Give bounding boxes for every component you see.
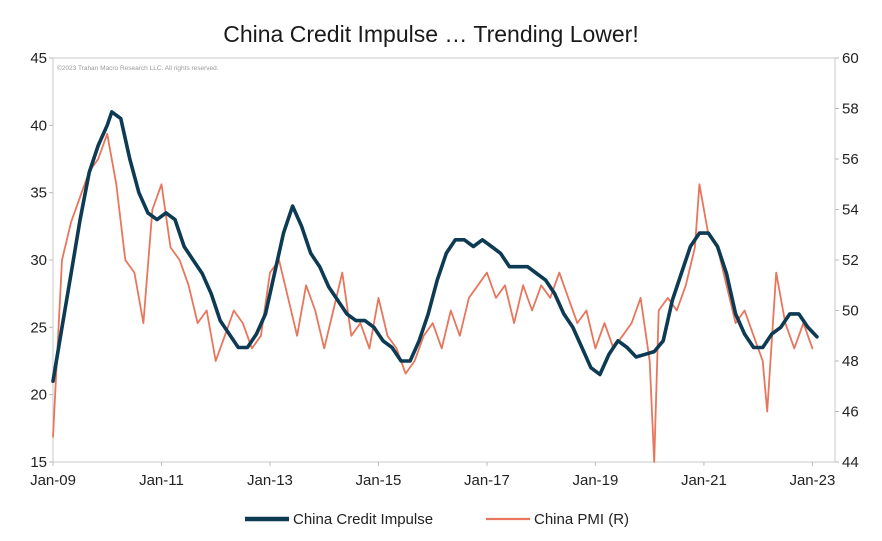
chart-title: China Credit Impulse … Trending Lower!	[223, 21, 638, 47]
copyright-notice: ©2023 Trahan Macro Research LLC. All rig…	[57, 64, 219, 72]
series-line-pmi	[52, 132, 814, 463]
x-axis-tick-label: Jan-19	[572, 472, 618, 489]
x-axis-tick-label: Jan-17	[464, 472, 510, 489]
left-axis-tick-label: 40	[30, 117, 47, 134]
x-axis-tick-label: Jan-15	[356, 472, 402, 489]
left-axis-tick-label: 20	[30, 387, 47, 404]
left-axis-tick-label: 25	[30, 319, 47, 336]
right-axis-tick-label: 58	[842, 101, 859, 118]
legend: China Credit Impulse China PMI (R)	[245, 511, 629, 528]
left-axis-tick-label: 35	[30, 185, 47, 202]
x-axis-tick-label: Jan-11	[139, 472, 184, 489]
legend-label-pmi: China PMI (R)	[534, 511, 629, 528]
legend-label-credit-impulse: China Credit Impulse	[293, 511, 433, 528]
right-axis-tick-label: 50	[842, 303, 859, 320]
x-axis-ticks: Jan-09 Jan-11 Jan-13 Jan-15 Jan-17 Jan-19 Jan-…	[30, 462, 835, 489]
right-axis-tick-label: 60	[842, 50, 859, 67]
right-axis-tick-label: 56	[842, 151, 859, 168]
series-line-credit-impulse	[51, 110, 819, 384]
right-axis-tick-label: 54	[842, 202, 859, 219]
right-axis-tick-label: 48	[842, 353, 859, 370]
x-axis-tick-label: Jan-23	[789, 472, 835, 489]
series-lines	[51, 110, 819, 463]
left-axis-tick-label: 15	[30, 454, 47, 471]
right-axis-ticks: 44 46 48 50 52 54 56 58 60	[835, 50, 859, 471]
right-axis-tick-label: 44	[842, 454, 859, 471]
x-axis-tick-label: Jan-13	[247, 472, 293, 489]
x-axis-tick-label: Jan-21	[681, 472, 727, 489]
left-axis-ticks: 15 20 25 30 35 40 45	[30, 50, 53, 471]
x-axis-tick-label: Jan-09	[30, 472, 76, 489]
right-axis-tick-label: 46	[842, 404, 859, 421]
right-axis-tick-label: 52	[842, 252, 859, 269]
left-axis-tick-label: 30	[30, 252, 47, 269]
left-axis-tick-label: 45	[30, 50, 47, 67]
